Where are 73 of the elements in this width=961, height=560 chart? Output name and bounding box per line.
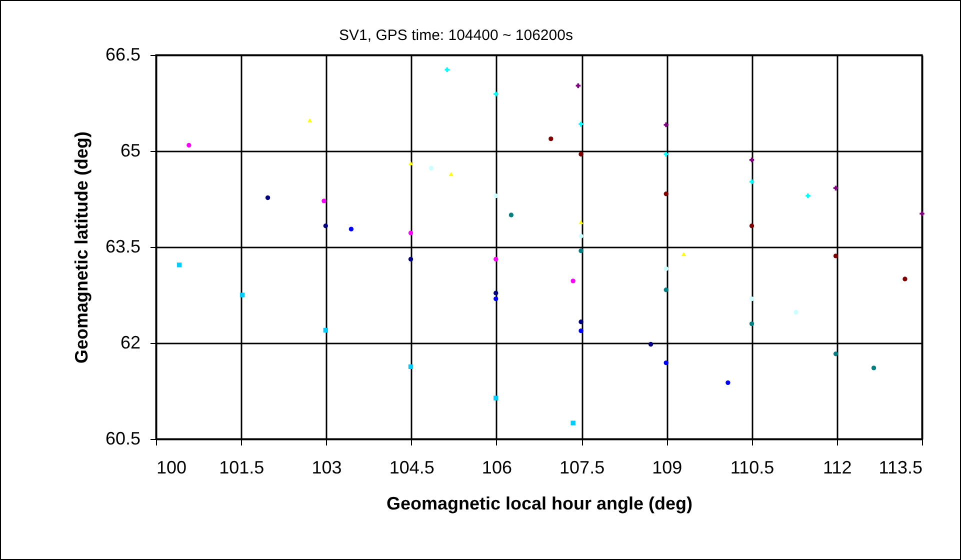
point — [240, 292, 245, 298]
point — [749, 296, 754, 302]
point — [494, 256, 498, 262]
x-tick-label: 113.5 — [878, 458, 922, 478]
point — [578, 152, 584, 157]
x-tick-label: 100 — [156, 458, 187, 478]
point — [664, 266, 668, 272]
y-tick-label: 66.5 — [105, 44, 140, 64]
point — [348, 226, 354, 232]
point — [806, 193, 810, 198]
point — [323, 224, 328, 228]
point — [570, 420, 576, 426]
point — [494, 296, 498, 302]
point — [833, 254, 838, 258]
y-tick-label: 62 — [120, 332, 140, 352]
point — [265, 195, 270, 200]
point — [570, 278, 576, 284]
point — [578, 248, 584, 254]
point — [664, 152, 668, 157]
y-tick-label: 65 — [120, 140, 140, 160]
y-axis-title: Geomagnetic latitude (deg) — [71, 131, 92, 364]
point — [833, 352, 838, 356]
point — [681, 252, 686, 256]
point — [648, 342, 654, 347]
point — [578, 234, 584, 238]
x-tick-label: 110.5 — [730, 458, 774, 478]
y-tick-label: 63.5 — [105, 236, 140, 256]
point — [408, 161, 414, 166]
y-tick-label: 60.5 — [105, 428, 140, 448]
point — [186, 142, 192, 148]
point — [494, 193, 498, 198]
point — [749, 224, 754, 228]
point — [494, 290, 498, 296]
point — [578, 320, 584, 324]
x-tick-label: 112 — [823, 458, 852, 478]
point — [323, 328, 328, 333]
point — [664, 288, 668, 292]
point — [576, 83, 580, 88]
x-tick-label: 109 — [652, 458, 682, 478]
point — [428, 166, 434, 171]
point — [920, 211, 924, 216]
point — [664, 360, 668, 366]
x-tick-label: 104.5 — [389, 458, 434, 478]
chart-title: SV1, GPS time: 104400 ~ 106200s — [339, 27, 573, 44]
point — [833, 186, 838, 190]
point — [408, 364, 414, 370]
point — [578, 122, 584, 126]
point — [871, 366, 876, 370]
point — [902, 276, 908, 282]
x-tick-label: 101.5 — [219, 458, 264, 478]
point — [664, 192, 668, 196]
point — [494, 396, 498, 400]
point — [508, 212, 514, 218]
point — [578, 328, 584, 334]
point — [578, 220, 584, 224]
point — [444, 67, 450, 72]
point — [322, 198, 326, 204]
point — [494, 92, 498, 96]
point — [548, 136, 554, 142]
x-tick-label: 107.5 — [560, 458, 605, 478]
point — [749, 158, 754, 162]
point — [176, 262, 182, 268]
x-axis-title: Geomagnetic local hour angle (deg) — [386, 494, 693, 514]
point — [448, 172, 454, 176]
point — [408, 230, 414, 236]
point — [664, 122, 668, 128]
point — [726, 380, 730, 386]
point — [749, 321, 754, 326]
x-tick-label: 106 — [482, 458, 512, 478]
x-tick-label: 103 — [312, 458, 342, 478]
point — [794, 310, 798, 315]
point — [307, 118, 312, 122]
point — [408, 256, 414, 262]
